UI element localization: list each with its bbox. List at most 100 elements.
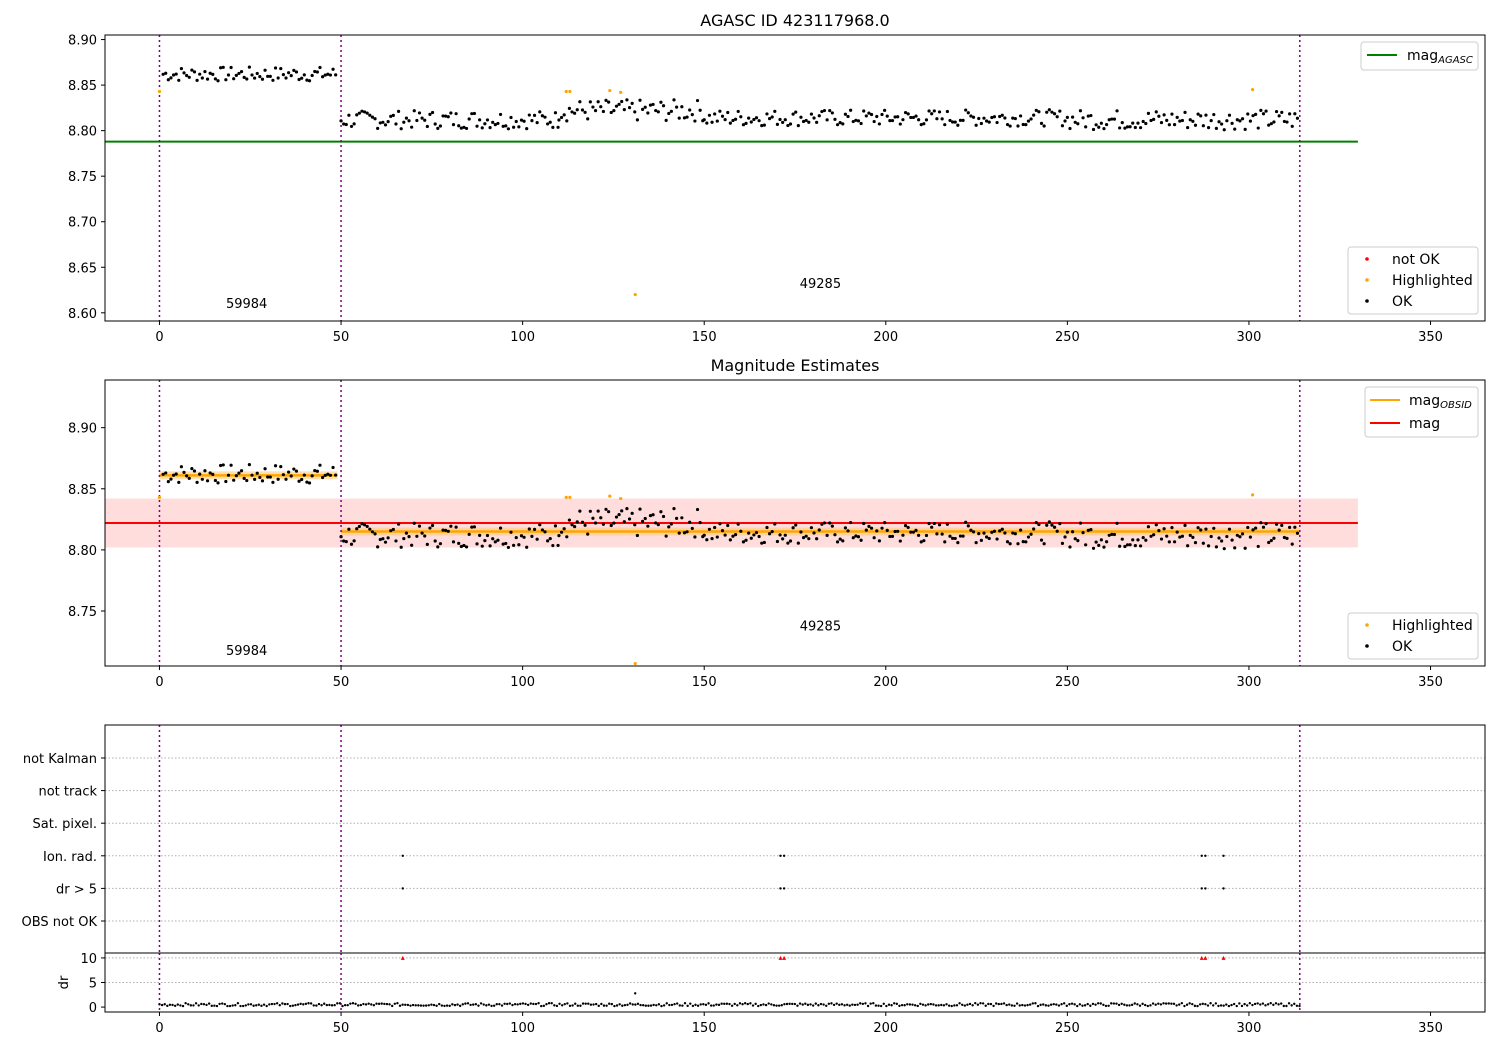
dr-point [694, 1003, 697, 1007]
ok-point [221, 65, 225, 69]
ok-point [760, 541, 764, 545]
x-tick-label: 150 [692, 1021, 717, 1036]
ok-point [869, 112, 874, 117]
ok-point [835, 123, 840, 127]
ok-point [969, 114, 973, 118]
ok-point [998, 529, 1002, 533]
ok-point [1005, 540, 1010, 544]
ok-point [1261, 525, 1266, 529]
dr-point [1028, 1003, 1032, 1006]
dr-capped-marker [1199, 955, 1204, 960]
ok-point [174, 72, 178, 76]
ok-point [195, 78, 199, 82]
dr-point [678, 1004, 682, 1007]
ok-point [872, 536, 876, 540]
ok-point [357, 111, 361, 115]
ok-point [953, 120, 957, 124]
dr-point [1243, 1002, 1246, 1006]
ok-point [182, 71, 186, 75]
dr-point [1076, 1004, 1079, 1008]
ok-point [232, 478, 236, 482]
dr-point [1230, 1003, 1233, 1007]
ok-point [1042, 124, 1046, 128]
ok-point [726, 523, 730, 528]
dr-point [1277, 1003, 1280, 1006]
ok-point [1104, 540, 1109, 544]
ok-point [775, 539, 780, 544]
ok-point [1099, 538, 1103, 542]
y-tick-label: 8.80 [68, 125, 97, 140]
ok-point [271, 78, 275, 82]
dr-point [958, 1002, 961, 1005]
ok-point [744, 121, 748, 126]
ok-point [171, 473, 176, 477]
dr-point [621, 1004, 624, 1007]
ok-point [430, 110, 435, 115]
dr-point [1026, 1003, 1029, 1007]
ok-point [1115, 109, 1119, 113]
dr-point [610, 1002, 614, 1006]
ok-point [171, 73, 176, 77]
ok-point [1293, 112, 1297, 116]
ok-point [378, 121, 382, 125]
ok-point [567, 106, 572, 111]
highlighted-point [568, 89, 572, 94]
ok-point [667, 111, 671, 116]
dr-point [804, 1002, 807, 1005]
ok-point [726, 110, 730, 115]
ok-point [234, 73, 238, 77]
dr-point [315, 1004, 318, 1007]
dr-point [1235, 1004, 1238, 1008]
ok-point [1222, 547, 1226, 551]
ok-point [1018, 114, 1023, 118]
ok-point [1091, 546, 1096, 550]
dr-point [241, 1004, 245, 1008]
ok-point [992, 529, 997, 533]
ok-point [1047, 520, 1051, 524]
ok-point [1217, 536, 1221, 540]
ok-point [715, 119, 719, 123]
ok-point [630, 511, 634, 515]
ok-point [677, 531, 681, 535]
ok-point [326, 72, 330, 76]
ok-point [433, 122, 437, 126]
ok-point [161, 472, 165, 476]
dr-point [798, 1002, 802, 1005]
ok-point [565, 535, 569, 539]
dr-point [699, 1003, 702, 1006]
ok-point [922, 122, 926, 126]
ok-point [966, 524, 970, 528]
dr-point [819, 1002, 823, 1006]
ok-point [517, 125, 521, 129]
ok-point [506, 127, 510, 131]
ok-point [1016, 124, 1020, 128]
ok-point [1045, 110, 1049, 114]
ok-point [179, 67, 184, 71]
ok-point [1267, 123, 1271, 127]
ok-point [685, 115, 689, 119]
ok-point [1201, 541, 1205, 545]
dr-point [443, 1004, 446, 1008]
ok-point [903, 524, 908, 528]
ok-point [864, 114, 868, 118]
ok-point [641, 519, 645, 523]
ok-point [838, 537, 842, 541]
ok-point [1256, 126, 1260, 130]
ok-point [1222, 128, 1226, 132]
dr-point [513, 1002, 517, 1006]
dr-point [409, 1004, 412, 1007]
ok-point [601, 522, 605, 526]
ok-point [412, 521, 416, 525]
dr-point [1047, 1004, 1050, 1007]
dr-point [1021, 1003, 1024, 1007]
ok-point [459, 126, 463, 130]
flag-category-label: OBS not OK [22, 915, 98, 930]
ok-point [543, 530, 547, 534]
ok-point [271, 480, 275, 484]
ok-point [707, 527, 712, 531]
dr-point [1290, 1004, 1293, 1007]
dr-point [741, 1003, 744, 1006]
dr-point [1264, 1004, 1267, 1007]
ok-point [778, 533, 782, 537]
ok-point [591, 516, 595, 520]
